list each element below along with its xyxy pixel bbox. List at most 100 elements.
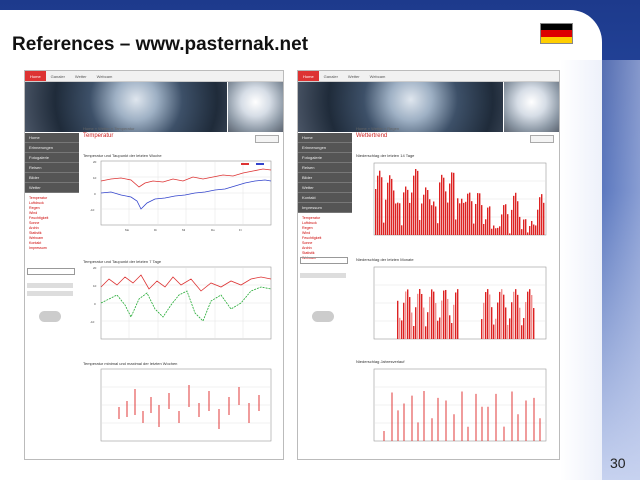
chart-title: Niederschlag der letzten Monate xyxy=(356,257,414,262)
svg-text:0: 0 xyxy=(94,302,96,306)
sidebar-menu-item[interactable]: Impressum xyxy=(298,203,352,213)
nav-item[interactable]: Webcam xyxy=(96,74,113,79)
rain-bar xyxy=(497,302,499,339)
rain-bar xyxy=(537,209,539,235)
rain-bar xyxy=(501,214,503,235)
nav-item[interactable]: Wetter xyxy=(347,74,360,79)
rain-bar xyxy=(383,222,385,235)
rain-bar xyxy=(483,223,485,235)
rain-bar xyxy=(413,325,415,339)
sidebar-menu-item[interactable]: Erinnerungen xyxy=(25,143,79,153)
nav-item[interactable]: Wetter xyxy=(74,74,87,79)
rain-bar xyxy=(515,192,517,235)
sidebar-menu-item[interactable]: Reisen xyxy=(25,163,79,173)
rain-bar xyxy=(417,293,419,339)
sidebar-menu-item[interactable]: Home xyxy=(25,133,79,143)
nav-item[interactable]: Webcam xyxy=(369,74,386,79)
sidebar-link[interactable]: Kontakt xyxy=(29,241,42,245)
sidebar-search-input[interactable] xyxy=(27,268,75,275)
sidebar: Home Erinnerungen Fotogalerie Reisen Bil… xyxy=(25,133,79,459)
sidebar-link[interactable]: Impressum xyxy=(29,246,47,250)
website-screenshot-rain: Home Ganaler Wetter Webcam Home Erinneru… xyxy=(297,70,560,460)
chart-title: Temperatur und Taupunkt der letzten 7 Ta… xyxy=(83,259,162,264)
rain-bar xyxy=(377,175,379,235)
rain-bar xyxy=(435,206,437,235)
page-number: 30 xyxy=(610,455,626,471)
rain-bar xyxy=(513,291,515,339)
nav-item[interactable]: Ganaler xyxy=(323,74,338,79)
rain-bar xyxy=(429,296,431,339)
sidebar-link[interactable]: Sonne xyxy=(29,221,40,225)
chart-title: Niederschlag der letzten 14 Tage xyxy=(356,153,415,158)
sidebar-link[interactable]: Webcam xyxy=(302,256,317,260)
page-heading: Temperatur xyxy=(83,133,114,139)
nav-item[interactable]: Ganaler xyxy=(50,74,65,79)
rain-bar xyxy=(405,186,407,235)
sidebar-menu-item[interactable]: Fotogalerie xyxy=(25,153,79,163)
sidebar-link[interactable]: Feuchtigkeit xyxy=(302,236,322,240)
sidebar-menu-item[interactable]: Home xyxy=(298,133,352,143)
sidebar-link[interactable]: Luftdruck xyxy=(29,201,44,205)
sidebar-link[interactable]: Wind xyxy=(29,211,38,215)
rain-bar xyxy=(395,203,397,235)
print-button[interactable] xyxy=(530,135,554,143)
sidebar-link[interactable]: Temperatur xyxy=(302,216,321,220)
rain-bar xyxy=(491,307,493,339)
sidebar-link[interactable]: Luftdruck xyxy=(302,221,317,225)
rain-bar xyxy=(527,291,529,339)
rain-bar xyxy=(477,193,479,235)
print-button[interactable] xyxy=(255,135,279,143)
flag-stripe-black xyxy=(541,24,572,31)
rain-bar xyxy=(391,178,393,235)
sidebar-link[interactable]: Sonne xyxy=(302,241,313,245)
rain-bar xyxy=(457,289,459,339)
rain-bar xyxy=(503,205,505,235)
rain-bar xyxy=(433,201,435,235)
rain-bar xyxy=(495,228,497,235)
sidebar-menu-item[interactable]: Wetter xyxy=(25,183,79,193)
rain-bar xyxy=(493,225,495,235)
rain-bar xyxy=(447,202,449,235)
rain-bar xyxy=(397,202,399,235)
rain-bar xyxy=(527,232,529,235)
sidebar-menu-item[interactable]: Erinnerungen xyxy=(298,143,352,153)
website-screenshot-temperature: Home Ganaler Wetter Webcam Home Erinneru… xyxy=(24,70,284,460)
rain-bar xyxy=(539,197,541,235)
sidebar-link[interactable]: Regen xyxy=(29,206,40,210)
sidebar-search-input[interactable] xyxy=(300,257,348,264)
rain-bar xyxy=(471,201,473,235)
rain-bar xyxy=(459,203,461,235)
sidebar-menu-item[interactable]: Wetter xyxy=(298,183,352,193)
nav-item[interactable]: Home xyxy=(25,71,46,81)
page-heading: Wettertrend xyxy=(356,133,388,139)
sidebar-menu-item[interactable]: Bilder xyxy=(25,173,79,183)
nav-item[interactable]: Home xyxy=(298,71,319,81)
sidebar-link[interactable]: Statistik xyxy=(302,251,315,255)
rain-bar xyxy=(403,192,405,235)
sidebar-link[interactable]: Regen xyxy=(302,226,313,230)
rain-bar xyxy=(475,203,477,235)
chart-temperature-minmax xyxy=(81,367,281,453)
sidebar-link[interactable]: Temperatur xyxy=(29,196,48,200)
rain-bar xyxy=(421,203,423,235)
rain-bar xyxy=(443,177,445,235)
rain-bar xyxy=(413,175,415,235)
rain-bar xyxy=(511,209,513,235)
rain-bar xyxy=(499,226,501,235)
sidebar-links: Temperatur Luftdruck Regen Wind Feuchtig… xyxy=(25,196,79,251)
rain-bar xyxy=(437,223,439,235)
sidebar-menu-item[interactable]: Bilder xyxy=(298,173,352,183)
sidebar-link[interactable]: Archiv xyxy=(302,246,312,250)
sidebar-link[interactable]: Archiv xyxy=(29,226,39,230)
sidebar-link[interactable]: Statistik xyxy=(29,231,42,235)
rain-bar xyxy=(521,325,523,339)
sidebar-link[interactable]: Wind xyxy=(302,231,311,235)
sidebar-menu-item[interactable]: Fotogalerie xyxy=(298,153,352,163)
rain-bar xyxy=(401,320,403,339)
chart-rain-months xyxy=(354,265,554,349)
sidebar-menu-item[interactable]: Kontakt xyxy=(298,193,352,203)
sidebar-link[interactable]: Webcam xyxy=(29,236,44,240)
rain-bar xyxy=(445,289,447,339)
sidebar-link[interactable]: Feuchtigkeit xyxy=(29,216,49,220)
sidebar-menu-item[interactable]: Reisen xyxy=(298,163,352,173)
